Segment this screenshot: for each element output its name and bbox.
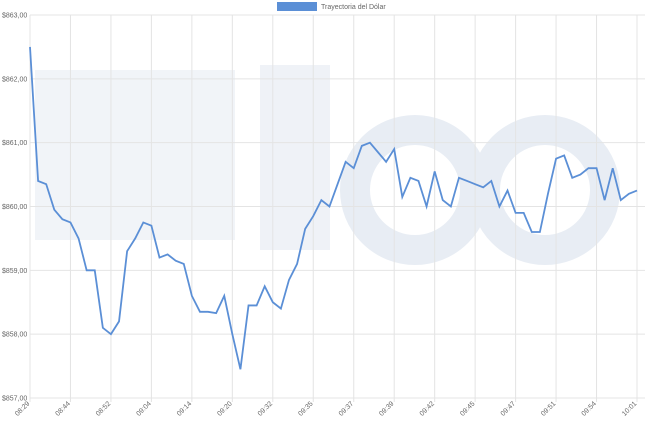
- y-tick-label: $861,00: [2, 140, 27, 147]
- y-tick-label: $862,00: [2, 76, 27, 83]
- y-tick-label: $860,00: [2, 204, 27, 211]
- x-tick-label: 09:04: [135, 400, 152, 417]
- x-tick-label: 09:37: [338, 400, 355, 417]
- x-tick-label: 09:45: [459, 400, 476, 417]
- x-tick-label: 09:39: [378, 400, 395, 417]
- x-tick-label: 10:01: [621, 400, 638, 417]
- x-tick-label: 08:52: [95, 400, 112, 417]
- x-tick-label: 09:35: [297, 400, 314, 417]
- x-tick-label: 08:44: [55, 400, 72, 417]
- y-tick-label: $858,00: [2, 332, 27, 339]
- x-tick-label: 09:20: [216, 400, 233, 417]
- x-tick-label: 09:51: [540, 400, 557, 417]
- watermark: [35, 65, 620, 265]
- legend-swatch: [277, 2, 317, 11]
- legend-label: Trayectoria del Dólar: [321, 4, 386, 11]
- x-tick-label: 09:54: [581, 400, 598, 417]
- y-tick-label: $863,00: [2, 13, 27, 20]
- y-tick-label: $859,00: [2, 268, 27, 275]
- x-tick-label: 09:32: [257, 400, 274, 417]
- y-tick-label: $857,00: [2, 396, 27, 403]
- x-tick-label: 09:47: [500, 400, 517, 417]
- x-tick-label: 08:29: [14, 400, 31, 417]
- line-series: [29, 46, 638, 370]
- x-tick-label: 09:42: [419, 400, 436, 417]
- x-tick-label: 09:14: [176, 400, 193, 417]
